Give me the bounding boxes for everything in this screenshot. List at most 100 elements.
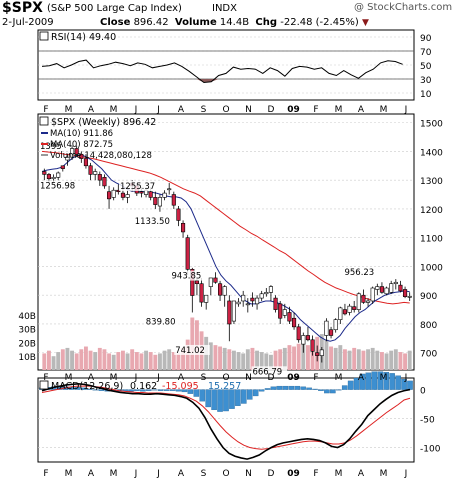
candle-body (120, 192, 125, 198)
x-axis-label-bottom: 09 (287, 469, 300, 479)
candle-body (370, 287, 375, 302)
candle-body (222, 286, 227, 296)
candle-body (111, 189, 116, 198)
candle-body (157, 197, 162, 207)
x-axis-label-mid: 09 (287, 373, 300, 383)
x-axis-label-mid: A (358, 373, 365, 383)
price-legend-item: Volume 14,428,080,128 (50, 151, 152, 161)
x-axis-label-bottom: F (313, 469, 318, 479)
annotation-bg (343, 267, 380, 278)
x-axis-label-mid: N (245, 373, 252, 383)
macd-histogram-bar (270, 386, 277, 390)
x-axis-label-bottom: J (134, 469, 138, 479)
x-axis-label-mid: M (335, 373, 343, 383)
candle-body (176, 208, 181, 221)
macd-histogram-bar (294, 385, 301, 390)
x-axis-label-top: M (65, 105, 73, 115)
macd-histogram-bar (241, 389, 247, 404)
candle-body (125, 194, 130, 198)
annotation-bg (170, 270, 207, 281)
candle-body (171, 194, 176, 206)
candle-body (204, 294, 209, 303)
volume-bar (70, 350, 75, 370)
candle-body (194, 280, 199, 285)
volume-bar (333, 347, 338, 370)
chg-value: -22.48 (-2.45%) (280, 17, 359, 28)
macd-histogram-bar (193, 389, 200, 397)
rsi-legend: RSI(14) 49.40 (51, 32, 116, 43)
rsi-tick-label: 70 (420, 48, 432, 58)
macd-histogram-bar (246, 389, 253, 400)
candle-body (70, 148, 75, 158)
macd-histogram-bar (223, 389, 229, 412)
volume-bar (352, 347, 357, 370)
x-axis-label-bottom: O (222, 469, 229, 479)
price-tick-label: 900 (420, 292, 437, 302)
exchange-label: INDX (212, 3, 237, 14)
x-axis-label-bottom: M (65, 469, 73, 479)
price-annotation: 839.80 (146, 318, 176, 328)
candle-body (356, 293, 361, 310)
x-axis-label-mid: O (222, 373, 229, 383)
rsi-tick-label: 90 (420, 34, 432, 44)
candle-body (218, 283, 223, 296)
macd-histogram-bar (282, 385, 289, 390)
price-tick-label: 1300 (420, 177, 443, 187)
macd-histogram-bar (157, 389, 164, 391)
x-axis-label-bottom: A (178, 469, 185, 479)
volume-tick-label: 40B (18, 312, 36, 322)
volume-bar (111, 354, 116, 370)
price-tick-label: 800 (420, 321, 437, 331)
volume-bar (264, 353, 269, 370)
chg-label: Chg (255, 17, 278, 28)
x-axis-label-top: M (110, 105, 118, 115)
price-tick-label: 1000 (420, 263, 443, 273)
x-axis-label-mid: J (404, 373, 408, 383)
candle-body (208, 277, 213, 287)
x-axis-label-top: J (134, 105, 138, 115)
price-legend-item: MA(10) 911.86 (50, 129, 113, 139)
candle-body (366, 300, 371, 303)
volume-bar (157, 353, 162, 370)
candle-body (42, 171, 47, 175)
candle-body (60, 165, 65, 169)
x-axis-label-mid: J (134, 373, 138, 383)
price-annotation: 1395 (40, 142, 62, 152)
macd-histogram-bar (199, 389, 206, 402)
macd-histogram-bar (312, 388, 318, 390)
macd-histogram-bar (264, 388, 271, 390)
candle-body (46, 174, 51, 180)
volume-bar (296, 343, 301, 370)
price-annotation: 956.23 (344, 268, 374, 278)
volume-bar (171, 352, 176, 370)
macd-histogram-bar (80, 387, 87, 390)
macd-histogram-bar (74, 387, 81, 390)
x-axis-label-mid: D (268, 373, 275, 383)
price-annotation: 1133.50 (135, 217, 170, 227)
annotation-bg (251, 366, 288, 377)
volume-bar (107, 353, 112, 370)
volume-bar (407, 350, 412, 370)
volume-bar (153, 354, 158, 370)
candle-body (227, 300, 232, 325)
x-axis-label-mid: J (156, 373, 160, 383)
quote-line: Close 896.42 Volume 14.4B Chg -22.48 (-2… (100, 17, 369, 28)
rsi-line (41, 59, 403, 84)
candle-body (375, 286, 380, 290)
x-axis-label-bottom: M (110, 469, 118, 479)
candle-body (319, 349, 324, 356)
volume-bar (255, 350, 260, 370)
macd-histogram-bar (175, 389, 182, 392)
close-value: 896.42 (133, 17, 169, 28)
volume-bar (46, 350, 51, 370)
price-tick-label: 1400 (420, 148, 443, 158)
x-axis-label-top: M (335, 105, 343, 115)
macd-panel: 0 -50 -100 MACD(12,26,9) 0.162 -15.095 15.257 (37, 371, 441, 463)
volume-bar (370, 347, 375, 370)
macd-histogram-bar (341, 385, 348, 390)
macd-histogram-bar (181, 389, 188, 393)
candle-body (102, 176, 107, 187)
volume-bar (162, 350, 167, 370)
candle-body (51, 176, 56, 180)
price-frame (37, 113, 415, 371)
